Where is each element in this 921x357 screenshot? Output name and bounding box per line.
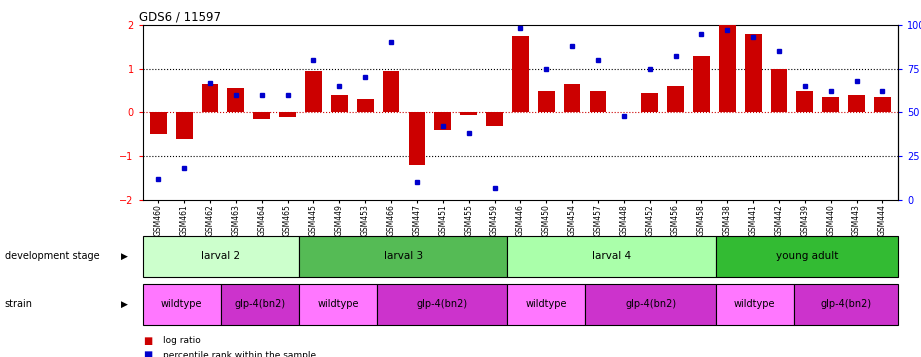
Text: glp-4(bn2): glp-4(bn2) bbox=[416, 299, 468, 310]
Text: ▶: ▶ bbox=[121, 300, 128, 309]
Text: development stage: development stage bbox=[5, 251, 99, 261]
Bar bbox=[719, 25, 736, 112]
Bar bbox=[693, 56, 710, 112]
Text: percentile rank within the sample: percentile rank within the sample bbox=[163, 351, 316, 357]
Text: wildtype: wildtype bbox=[318, 299, 359, 310]
Bar bbox=[305, 71, 321, 112]
Bar bbox=[848, 95, 865, 112]
Bar bbox=[797, 91, 813, 112]
Bar bbox=[667, 86, 684, 112]
Text: glp-4(bn2): glp-4(bn2) bbox=[234, 299, 286, 310]
Text: glp-4(bn2): glp-4(bn2) bbox=[625, 299, 676, 310]
Bar bbox=[279, 112, 296, 117]
Text: ■: ■ bbox=[143, 336, 152, 346]
Bar bbox=[641, 93, 659, 112]
Bar bbox=[382, 71, 400, 112]
Text: ▶: ▶ bbox=[121, 252, 128, 261]
Text: wildtype: wildtype bbox=[526, 299, 567, 310]
Bar bbox=[771, 69, 787, 112]
Text: GDS6 / 11597: GDS6 / 11597 bbox=[139, 11, 221, 24]
Bar bbox=[176, 112, 192, 139]
Bar bbox=[460, 112, 477, 115]
Text: wildtype: wildtype bbox=[161, 299, 203, 310]
Bar bbox=[331, 95, 348, 112]
Bar bbox=[874, 97, 891, 112]
Text: log ratio: log ratio bbox=[163, 336, 201, 346]
Bar bbox=[409, 112, 426, 165]
Text: larval 2: larval 2 bbox=[202, 251, 240, 261]
Bar bbox=[745, 34, 762, 112]
Bar bbox=[202, 84, 218, 112]
Bar bbox=[822, 97, 839, 112]
Text: wildtype: wildtype bbox=[734, 299, 775, 310]
Bar bbox=[564, 84, 580, 112]
Text: larval 3: larval 3 bbox=[384, 251, 423, 261]
Bar bbox=[435, 112, 451, 130]
Text: strain: strain bbox=[5, 299, 32, 310]
Text: glp-4(bn2): glp-4(bn2) bbox=[821, 299, 871, 310]
Bar bbox=[150, 112, 167, 134]
Bar bbox=[356, 99, 374, 112]
Bar bbox=[486, 112, 503, 126]
Bar bbox=[538, 91, 554, 112]
Text: young adult: young adult bbox=[775, 251, 838, 261]
Bar bbox=[589, 91, 606, 112]
Text: larval 4: larval 4 bbox=[592, 251, 631, 261]
Bar bbox=[227, 89, 244, 112]
Bar bbox=[253, 112, 270, 119]
Bar bbox=[512, 36, 529, 112]
Text: ■: ■ bbox=[143, 350, 152, 357]
